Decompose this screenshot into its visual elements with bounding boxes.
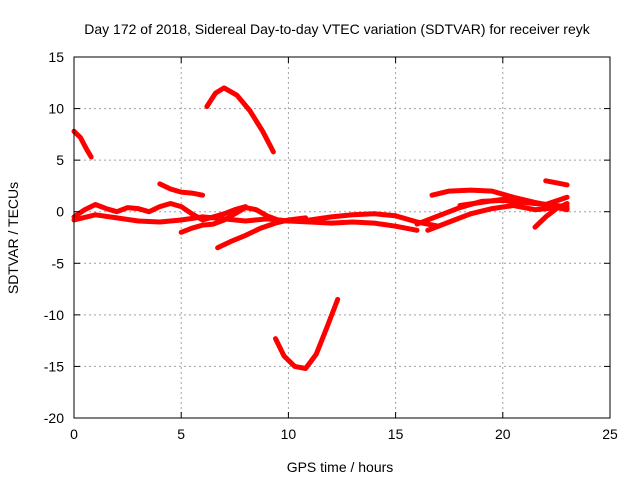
y-tick-label: 15	[48, 49, 64, 65]
plot-frame	[73, 56, 611, 419]
x-tick-label: 10	[281, 426, 297, 442]
series-arc-12	[457, 194, 570, 208]
series-layer	[71, 85, 570, 371]
y-tick-label: -10	[44, 307, 64, 323]
y-tick-label: -5	[52, 255, 65, 271]
x-axis-label: GPS time / hours	[287, 459, 394, 475]
y-tick-label: -15	[44, 358, 64, 374]
x-tick-label: 20	[495, 426, 511, 442]
x-tick-label: 15	[388, 426, 404, 442]
series-arc-14	[543, 178, 570, 188]
ticks: 0 5 10 15 20 25 -20 -15 -10 -5 0 5 10 15	[44, 49, 618, 442]
y-tick-label: 10	[48, 101, 64, 117]
chart-title: Day 172 of 2018, Sidereal Day-to-day VTE…	[84, 21, 590, 37]
y-tick-label: 5	[56, 152, 64, 168]
y-tick-label: 0	[56, 204, 64, 220]
series-arc-11	[429, 187, 570, 212]
series-arc-6	[178, 205, 441, 235]
series-arc-7	[215, 215, 309, 251]
grid	[74, 57, 610, 418]
series-arc-2	[204, 85, 276, 155]
series-arc-13	[532, 201, 570, 230]
y-tick-label: -20	[44, 410, 64, 426]
x-tick-label: 0	[70, 426, 78, 442]
series-arc-1	[71, 128, 94, 160]
x-tick-label: 25	[602, 426, 618, 442]
series-arc-8	[273, 296, 341, 371]
series-arc-5	[71, 212, 420, 233]
series-arc-3	[157, 181, 206, 198]
y-axis-label: SDTVAR / TECUs	[5, 182, 21, 294]
x-tick-label: 5	[177, 426, 185, 442]
